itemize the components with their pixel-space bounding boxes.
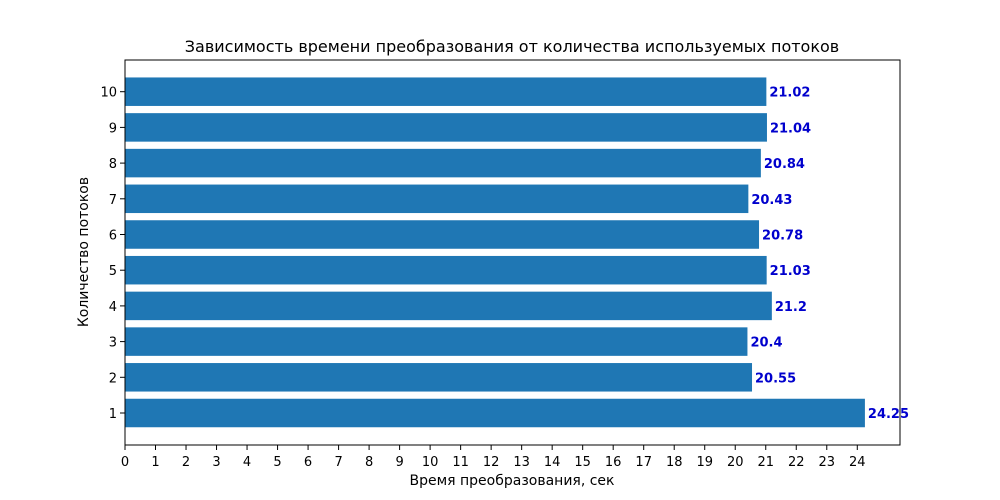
bar (125, 113, 767, 142)
x-tick-label: 19 (696, 455, 713, 470)
bar-value-label: 20.84 (764, 157, 805, 172)
x-axis: 0 1 2 3 4 5 6 7 8 9 10 11 12 13 14 15 16 17 18 19 20 21 22 23 24 (121, 445, 866, 470)
x-tick-label: 9 (395, 455, 403, 470)
x-tick-label: 24 (849, 455, 866, 470)
bar (125, 255, 767, 285)
x-axis-title: Время преобразования, сек (409, 473, 614, 489)
y-tick-label: 4 (109, 300, 117, 315)
bar-value-label: 20.55 (755, 371, 796, 386)
bar-value-label: 21.2 (775, 300, 807, 315)
bar (125, 184, 749, 214)
chart-title: Зависимость времени преобразования от ко… (185, 37, 839, 56)
x-tick-label: 14 (544, 455, 561, 470)
y-axis-title: Количество потоков (76, 177, 92, 327)
x-tick-label: 5 (273, 455, 281, 470)
y-axis: 1 2 3 4 5 6 7 8 9 10 (100, 86, 125, 422)
y-tick-label: 9 (109, 121, 117, 136)
bars-layer (125, 77, 865, 428)
x-tick-label: 18 (666, 455, 683, 470)
x-tick-label: 20 (727, 455, 744, 470)
x-tick-label: 17 (635, 455, 652, 470)
x-tick-label: 23 (818, 455, 835, 470)
bar (125, 148, 761, 178)
x-tick-label: 3 (212, 455, 220, 470)
x-tick-label: 13 (513, 455, 530, 470)
bar-value-label: 20.78 (762, 229, 803, 244)
y-tick-label: 1 (109, 407, 117, 422)
x-tick-label: 6 (304, 455, 312, 470)
x-tick-label: 21 (757, 455, 774, 470)
bar-value-label: 20.43 (751, 193, 792, 208)
y-tick-label: 7 (109, 193, 117, 208)
y-tick-label: 6 (109, 229, 117, 244)
y-tick-label: 10 (100, 86, 117, 101)
bar (125, 327, 748, 356)
y-tick-label: 8 (109, 157, 117, 172)
x-tick-label: 11 (452, 455, 469, 470)
bar (125, 77, 767, 106)
x-tick-label: 10 (422, 455, 439, 470)
x-tick-label: 16 (605, 455, 622, 470)
x-tick-label: 15 (574, 455, 591, 470)
bar (125, 363, 753, 392)
x-tick-label: 4 (243, 455, 251, 470)
bar-value-label: 24.25 (868, 407, 909, 422)
x-tick-label: 2 (182, 455, 190, 470)
x-tick-label: 12 (483, 455, 500, 470)
bar-value-label: 20.4 (750, 336, 782, 351)
bar (125, 398, 865, 428)
x-tick-label: 7 (334, 455, 342, 470)
bar (125, 220, 760, 249)
x-tick-label: 8 (365, 455, 373, 470)
y-tick-label: 3 (109, 336, 117, 351)
value-labels-layer: 24.25 20.55 20.4 21.2 21.03 20.78 20.43 20.84 21… (750, 86, 909, 422)
bar-value-label: 21.04 (770, 121, 811, 136)
y-tick-label: 5 (109, 264, 117, 279)
x-tick-label: 22 (788, 455, 805, 470)
bar-value-label: 21.02 (769, 86, 810, 101)
bar (125, 291, 772, 321)
bar-value-label: 21.03 (770, 264, 811, 279)
y-tick-label: 2 (109, 371, 117, 386)
x-tick-label: 1 (151, 455, 159, 470)
plot-frame (124, 59, 901, 446)
x-tick-label: 0 (121, 455, 129, 470)
